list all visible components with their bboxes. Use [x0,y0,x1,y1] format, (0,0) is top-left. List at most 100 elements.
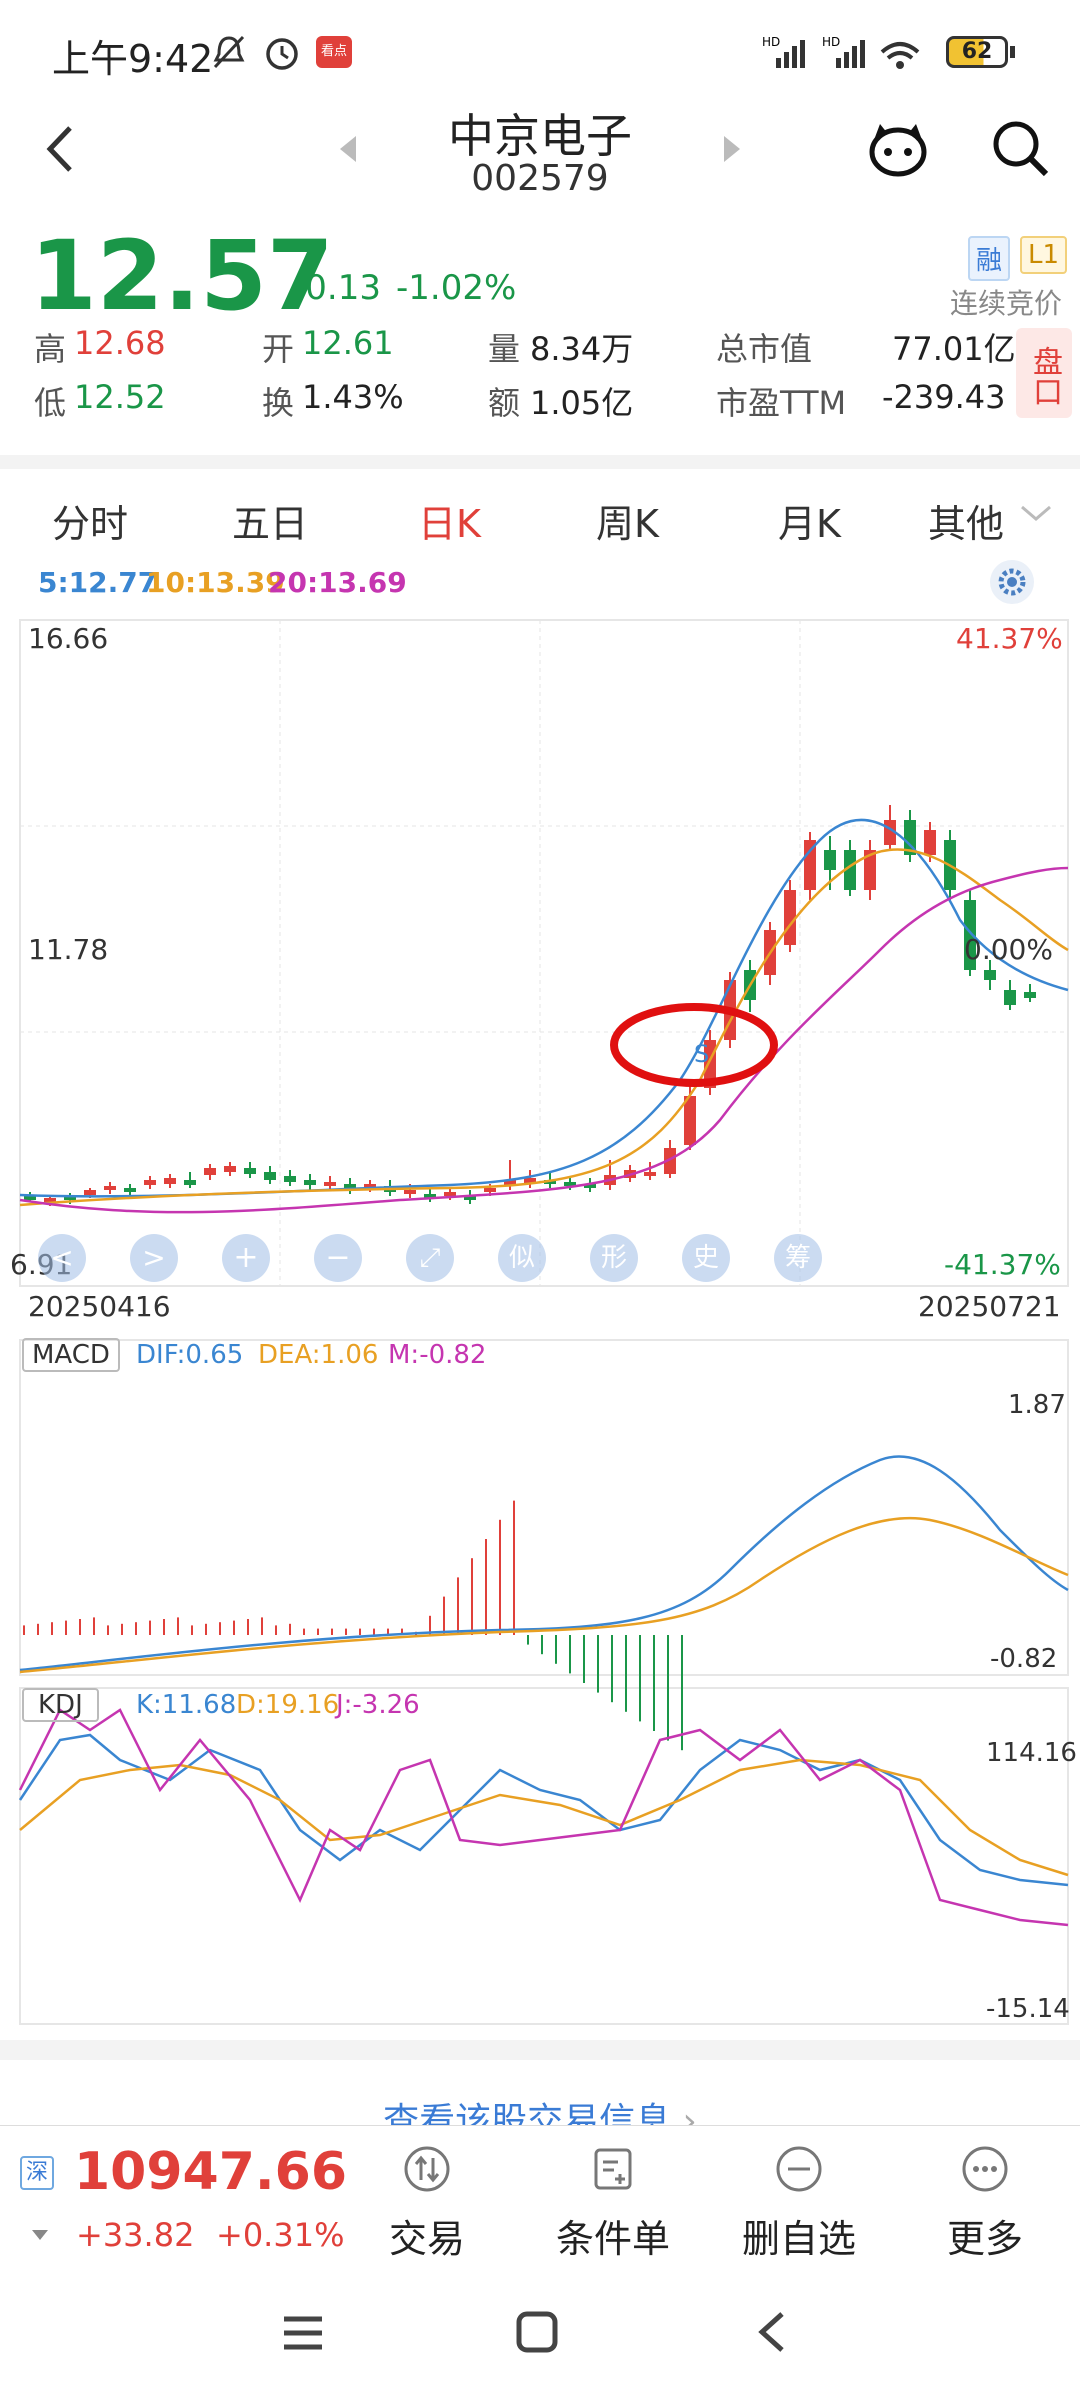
kline-chart[interactable] [0,600,1080,2040]
scroll-left-button[interactable]: < [38,1234,86,1282]
kline-frame [19,619,1069,1287]
candle-body-38 [784,890,796,945]
macd-dif-line [19,1455,1069,1672]
index-value[interactable]: 10947.66 [74,2142,348,2202]
macd-indicator-button[interactable]: MACD [22,1338,120,1372]
zoom-out-button[interactable]: − [314,1234,362,1282]
ma20-line [19,866,1069,1214]
y-high-label: 16.66 [28,622,109,655]
app-badge: 看点 [316,36,352,68]
mute-bell-icon [213,35,245,69]
low-value: 12.52 [74,378,166,416]
price-change-pct: -1.02% [396,268,517,308]
ma20-legend: 20:13.69 [268,566,407,599]
kdj-indicator-button[interactable]: KDJ [22,1688,99,1722]
date-start-label: 20250416 [28,1290,171,1323]
remove-watchlist-button[interactable]: 删自选 [706,2126,892,2266]
candle-body-19 [404,1190,416,1194]
chevron-down-icon[interactable] [1018,501,1054,525]
candle-body-40 [824,850,836,870]
more-label: 更多 [946,2217,1023,2261]
pct-high-label: 41.37% [956,622,1063,655]
tab-monthly-k[interactable]: 月K [778,502,841,546]
tab-daily-k[interactable]: 日K [418,502,481,546]
zoom-in-button[interactable]: + [222,1234,270,1282]
open-value: 12.61 [302,324,394,362]
trade-label: 交易 [388,2217,465,2261]
back-arrow-icon[interactable] [40,122,80,176]
mascot-icon[interactable] [866,118,930,178]
index-change: +33.82 [76,2216,195,2254]
tab-five-day[interactable]: 五日 [232,502,309,546]
macd-bottom-label: -0.82 [990,1644,1058,1674]
kdj-j: J:-3.26 [336,1690,420,1720]
candle-body-15 [324,1182,336,1186]
amount-value: 1.05亿 [530,384,634,422]
next-stock-icon[interactable] [720,132,744,166]
candle-body-28 [584,1184,596,1188]
stock-code: 002579 [471,158,609,199]
candle-body-5 [124,1188,136,1192]
high-label: 高 [34,330,67,368]
history-button[interactable]: 史 [682,1234,730,1282]
candle-body-42 [864,850,876,890]
candle-body-48 [984,970,996,980]
battery-indicator: 62 [946,36,1008,68]
prev-stock-icon[interactable] [336,132,360,166]
kdj-k-line [18,1733,1069,1887]
signal-icon: HD HD [762,35,920,69]
kdj-d: D:19.16 [236,1690,340,1720]
y-mid-label: 11.78 [28,933,109,966]
back-icon[interactable] [752,2309,792,2355]
menu-icon[interactable] [280,2313,326,2353]
candle-body-1 [44,1198,56,1203]
gear-icon [998,568,1026,596]
caret-down-icon [32,2230,48,2240]
tab-weekly-k[interactable]: 周K [596,502,659,546]
candle-body-23 [484,1188,496,1192]
status-time: 上午9:42 [52,37,214,81]
order-book-button[interactable]: 盘口 [1016,328,1072,418]
amount-label: 额 [488,384,521,422]
ma5-legend: 5:12.77 [38,566,158,599]
pattern-button[interactable]: 形 [590,1234,638,1282]
candle-body-4 [104,1186,116,1190]
candle-body-24 [504,1180,516,1186]
candle-body-3 [84,1190,96,1195]
remove-watchlist-label: 删自选 [741,2217,856,2261]
tab-intraday[interactable]: 分时 [52,502,129,546]
condition-order-button[interactable]: 条件单 [520,2126,706,2266]
ma5-line [19,818,1069,1198]
chart-settings-button[interactable] [990,560,1034,604]
candle-body-13 [284,1176,296,1182]
status-bar: 上午9:42 看点 HD HD 62 [0,0,1080,100]
search-icon[interactable] [990,118,1050,180]
macd-dea-line [19,1516,1069,1674]
pct-mid-label: 0.00% [964,933,1053,966]
open-label: 开 [262,330,295,368]
more-button[interactable]: 更多 [892,2126,1078,2266]
candle-body-27 [564,1182,576,1186]
candle-body-33 [684,1096,696,1145]
volume-label: 量 [488,330,521,368]
scroll-right-button[interactable]: > [130,1234,178,1282]
tab-other[interactable]: 其他 [928,502,1005,546]
mktcap-label: 总市值 [716,330,813,368]
candle-body-17 [364,1184,376,1188]
similar-button[interactable]: 似 [498,1234,546,1282]
kdj-top-label: 114.16 [986,1738,1077,1768]
chips-button[interactable]: 筹 [774,1234,822,1282]
fullscreen-button[interactable]: ⤢ [406,1234,454,1282]
candle-body-0 [24,1195,36,1200]
stock-name: 中京电子 [448,109,632,163]
condition-order-icon [594,2148,632,2190]
candle-body-11 [244,1168,256,1174]
kdj-d-line [19,1758,1069,1877]
section-divider [0,2040,1080,2060]
kdj-j-line [18,1708,1069,1927]
candle-body-10 [224,1166,236,1172]
home-icon[interactable] [514,2309,560,2355]
system-nav-bar [0,2265,1080,2400]
trade-button[interactable]: 交易 [334,2126,520,2266]
annotation-circle [610,1003,778,1087]
